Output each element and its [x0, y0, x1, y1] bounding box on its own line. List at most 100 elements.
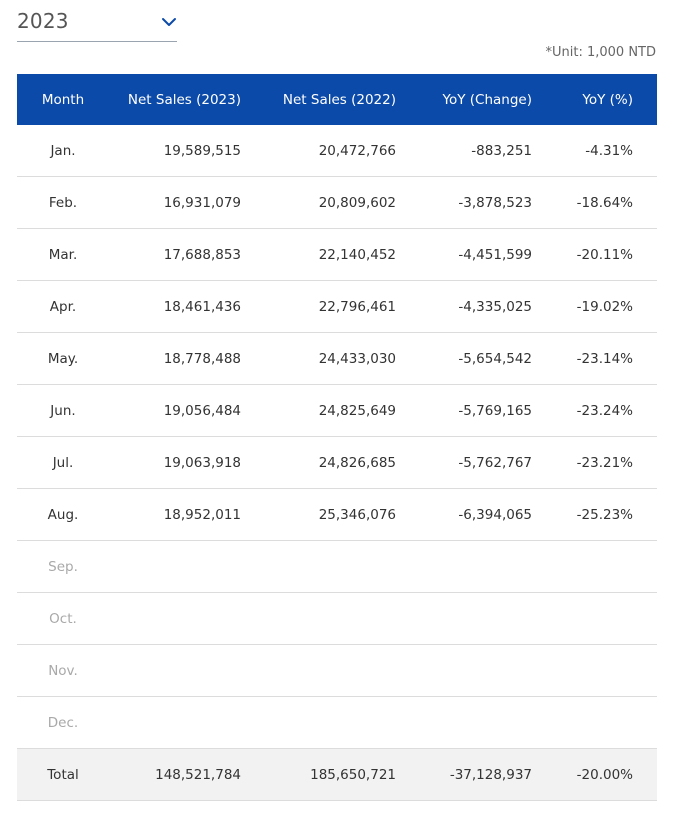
cell-yoy-pct: -4.31%	[532, 125, 633, 177]
table-row: Feb. 16,931,079 20,809,602 -3,878,523 -1…	[17, 176, 657, 229]
cell-sales-2022: 20,472,766	[241, 125, 396, 177]
cell-yoy-pct	[532, 592, 633, 645]
cell-month: Jan.	[17, 125, 109, 177]
cell-yoy-pct: -23.14%	[532, 332, 633, 385]
cell-yoy-change: -5,762,767	[396, 436, 532, 489]
cell-spacer	[633, 176, 657, 229]
cell-month: Mar.	[17, 228, 109, 281]
cell-sales-2022: 24,433,030	[241, 332, 396, 385]
table-row: Jul. 19,063,918 24,826,685 -5,762,767 -2…	[17, 436, 657, 489]
cell-sales-2023	[109, 592, 241, 645]
cell-sales-2023: 19,589,515	[109, 125, 241, 177]
cell-yoy-change: -4,451,599	[396, 228, 532, 281]
cell-month: Dec.	[17, 696, 109, 749]
cell-yoy-pct: -23.24%	[532, 384, 633, 437]
cell-sales-2023: 16,931,079	[109, 176, 241, 229]
cell-month: Apr.	[17, 280, 109, 333]
cell-spacer	[633, 540, 657, 593]
total-sales-2023: 148,521,784	[109, 748, 241, 801]
table-total-row: Total 148,521,784 185,650,721 -37,128,93…	[17, 748, 657, 801]
cell-spacer	[633, 125, 657, 177]
cell-month: Sep.	[17, 540, 109, 593]
year-select[interactable]: 2023	[17, 4, 177, 42]
cell-spacer	[633, 592, 657, 645]
total-sales-2022: 185,650,721	[241, 748, 396, 801]
unit-note: *Unit: 1,000 NTD	[545, 45, 657, 60]
cell-spacer	[633, 228, 657, 281]
cell-yoy-pct: -19.02%	[532, 280, 633, 333]
cell-spacer	[633, 332, 657, 385]
header-net-sales-2023: Net Sales (2023)	[109, 74, 241, 125]
header-yoy-pct: YoY (%)	[532, 74, 633, 125]
cell-sales-2022: 24,825,649	[241, 384, 396, 437]
total-yoy-change: -37,128,937	[396, 748, 532, 801]
cell-yoy-change	[396, 696, 532, 749]
cell-yoy-change	[396, 540, 532, 593]
cell-sales-2023: 18,952,011	[109, 488, 241, 541]
cell-sales-2022	[241, 696, 396, 749]
table-row: Mar. 17,688,853 22,140,452 -4,451,599 -2…	[17, 228, 657, 281]
cell-yoy-pct: -23.21%	[532, 436, 633, 489]
table-row: Apr. 18,461,436 22,796,461 -4,335,025 -1…	[17, 280, 657, 333]
cell-sales-2023	[109, 644, 241, 697]
cell-sales-2023: 17,688,853	[109, 228, 241, 281]
cell-yoy-pct: -20.11%	[532, 228, 633, 281]
cell-month: May.	[17, 332, 109, 385]
total-yoy-pct: -20.00%	[532, 748, 633, 801]
cell-yoy-pct: -18.64%	[532, 176, 633, 229]
table-row: Jun. 19,056,484 24,825,649 -5,769,165 -2…	[17, 384, 657, 437]
cell-spacer	[633, 488, 657, 541]
cell-sales-2023	[109, 540, 241, 593]
cell-yoy-pct: -25.23%	[532, 488, 633, 541]
cell-spacer	[633, 384, 657, 437]
cell-spacer	[633, 748, 657, 801]
cell-sales-2022: 22,796,461	[241, 280, 396, 333]
cell-yoy-pct	[532, 644, 633, 697]
cell-sales-2022: 20,809,602	[241, 176, 396, 229]
cell-month: Jul.	[17, 436, 109, 489]
cell-month: Feb.	[17, 176, 109, 229]
cell-yoy-change: -5,654,542	[396, 332, 532, 385]
cell-sales-2022	[241, 644, 396, 697]
header-spacer	[633, 74, 657, 125]
table-header-row: Month Net Sales (2023) Net Sales (2022) …	[17, 74, 657, 125]
cell-yoy-change	[396, 592, 532, 645]
table-row: Dec.	[17, 696, 657, 749]
cell-sales-2023: 18,461,436	[109, 280, 241, 333]
cell-sales-2022: 22,140,452	[241, 228, 396, 281]
cell-yoy-pct	[532, 540, 633, 593]
cell-month: Jun.	[17, 384, 109, 437]
header-net-sales-2022: Net Sales (2022)	[241, 74, 396, 125]
cell-sales-2022: 24,826,685	[241, 436, 396, 489]
header-yoy-change: YoY (Change)	[396, 74, 532, 125]
cell-sales-2023: 19,063,918	[109, 436, 241, 489]
cell-sales-2023: 18,778,488	[109, 332, 241, 385]
cell-yoy-change: -883,251	[396, 125, 532, 177]
cell-spacer	[633, 436, 657, 489]
cell-sales-2022: 25,346,076	[241, 488, 396, 541]
cell-sales-2023	[109, 696, 241, 749]
chevron-down-icon	[162, 18, 176, 26]
header-month: Month	[17, 74, 109, 125]
cell-yoy-change: -6,394,065	[396, 488, 532, 541]
cell-yoy-change	[396, 644, 532, 697]
cell-yoy-change: -4,335,025	[396, 280, 532, 333]
cell-yoy-change: -3,878,523	[396, 176, 532, 229]
cell-sales-2023: 19,056,484	[109, 384, 241, 437]
table-row: Nov.	[17, 644, 657, 697]
cell-month: Aug.	[17, 488, 109, 541]
cell-sales-2022	[241, 540, 396, 593]
cell-yoy-pct	[532, 696, 633, 749]
table-row: Jan. 19,589,515 20,472,766 -883,251 -4.3…	[17, 125, 657, 177]
cell-month: Oct.	[17, 592, 109, 645]
sales-table: Month Net Sales (2023) Net Sales (2022) …	[17, 74, 657, 801]
cell-sales-2022	[241, 592, 396, 645]
total-label: Total	[17, 748, 109, 801]
cell-yoy-change: -5,769,165	[396, 384, 532, 437]
year-select-value: 2023	[17, 9, 69, 33]
table-row: Oct.	[17, 592, 657, 645]
table-row: May. 18,778,488 24,433,030 -5,654,542 -2…	[17, 332, 657, 385]
cell-month: Nov.	[17, 644, 109, 697]
cell-spacer	[633, 696, 657, 749]
cell-spacer	[633, 644, 657, 697]
